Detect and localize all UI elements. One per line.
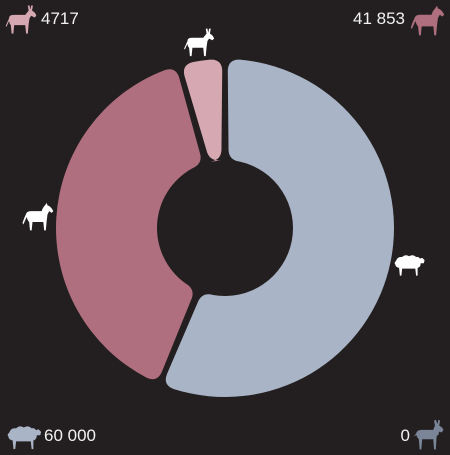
- donut-slices: [56, 59, 394, 398]
- horse-icon: [410, 5, 445, 36]
- horse-slice-icon: [22, 202, 54, 231]
- sheep-value-label: 60 000: [44, 426, 96, 445]
- donkey-value-label: 4717: [41, 9, 79, 28]
- donkey-icon: [5, 5, 37, 34]
- donut-slice-sheep[interactable]: [165, 59, 394, 398]
- donut-slice-donkey[interactable]: [183, 59, 223, 162]
- goat-value-label: 0: [400, 426, 410, 445]
- sheep-icon: [7, 426, 42, 450]
- donut-slice-horse[interactable]: [56, 69, 201, 380]
- goat-icon: [413, 419, 444, 450]
- horse-value-label: 41 853: [353, 9, 405, 28]
- sheep-slice-icon: [394, 255, 425, 276]
- donkey-slice-icon: [184, 28, 215, 57]
